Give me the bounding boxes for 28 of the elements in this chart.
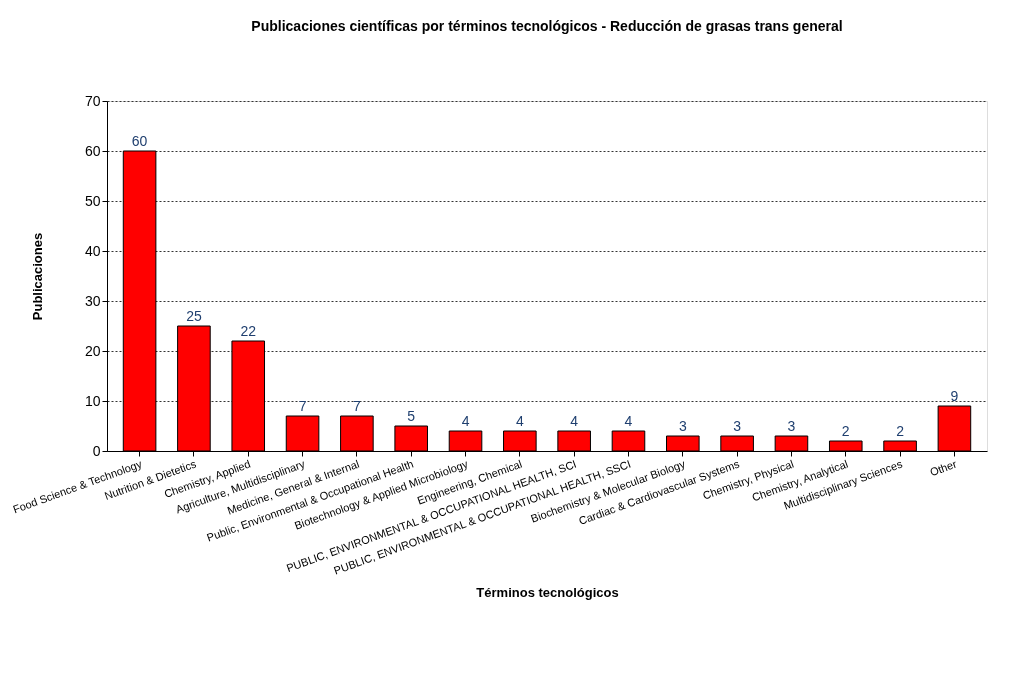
chart-title: Publicaciones científicas por términos tecnológicos - Reducción de grasas trans general — [251, 18, 843, 34]
data-label: 4 — [624, 413, 633, 429]
y-tick-label: 10 — [84, 392, 101, 409]
data-label: 4 — [461, 413, 470, 429]
data-label: 22 — [240, 323, 257, 339]
y-axis-title: Publicaciones — [29, 232, 45, 321]
data-label: 3 — [678, 418, 687, 434]
y-tick-label: 40 — [84, 242, 101, 259]
data-label: 3 — [733, 418, 742, 434]
data-label: 4 — [515, 413, 524, 429]
y-tick-label: 70 — [84, 92, 101, 109]
x-axis-title: Términos tecnológicos — [476, 584, 619, 600]
y-tick-label: 0 — [92, 442, 101, 459]
data-label: 60 — [131, 133, 148, 149]
data-label: 9 — [950, 388, 959, 404]
x-tick-label: Other — [928, 457, 959, 479]
y-tick-label: 60 — [84, 142, 101, 159]
data-label: 7 — [352, 398, 361, 414]
data-label: 2 — [896, 423, 905, 439]
data-label: 5 — [407, 408, 416, 424]
data-label: 4 — [570, 413, 579, 429]
data-label: 25 — [186, 308, 202, 324]
y-tick-label: 20 — [84, 342, 101, 359]
y-tick-label: 50 — [84, 192, 101, 209]
y-tick-label: 30 — [84, 292, 101, 309]
data-label: 7 — [298, 398, 307, 414]
data-label: 2 — [841, 423, 850, 439]
data-label: 3 — [787, 418, 796, 434]
